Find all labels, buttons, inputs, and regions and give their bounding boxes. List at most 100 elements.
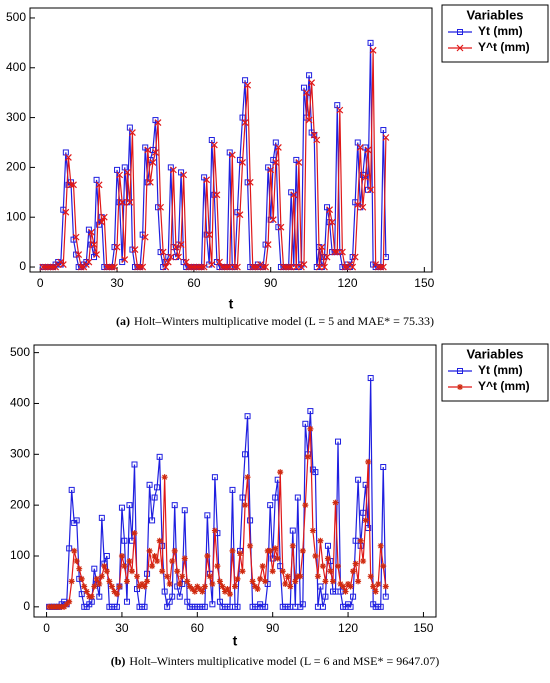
marker [171,502,178,509]
y-tick-label: 200 [6,160,26,174]
marker [149,517,156,524]
marker [457,29,463,35]
y-tick-label: 400 [6,60,26,74]
marker [282,580,289,587]
marker [340,583,347,590]
marker [380,464,387,471]
marker [169,593,176,600]
marker [323,253,331,261]
x-tick-label: 0 [43,621,50,635]
marker [367,375,374,382]
marker [139,263,147,271]
marker [91,583,98,590]
marker [213,191,221,199]
x-tick-label: 150 [414,276,434,290]
marker [242,451,249,458]
marker [341,263,349,271]
marker [49,263,57,271]
marker [372,588,379,595]
marker [457,368,463,374]
marker [216,258,223,266]
marker [161,588,168,595]
marker [111,263,118,271]
marker [337,580,344,587]
chart: 0 100 200 300 400 500 0 30 60 90 120 150 t (a) Holt–Wi… [6,4,549,328]
marker [128,568,135,575]
marker [105,263,113,271]
marker [190,263,198,271]
y-tick-label: 0 [23,599,30,613]
marker [67,181,75,189]
marker [175,253,182,261]
marker [307,425,314,432]
x-tick-label: 90 [266,621,280,635]
marker [93,251,100,258]
marker [98,218,106,226]
marker [280,263,287,271]
marker [162,263,170,271]
marker [131,530,138,537]
marker [269,568,276,575]
marker [367,39,374,46]
marker [293,156,300,163]
marker [172,243,180,251]
marker [41,263,49,271]
x-tick-label: 30 [110,276,124,290]
marker [47,263,54,271]
marker [379,263,387,271]
marker [134,263,141,271]
marker [242,502,249,509]
marker [345,580,352,587]
marker [91,254,98,261]
marker [152,149,159,156]
marker [142,144,149,151]
marker [259,263,267,271]
caption-label: (a) [116,314,130,328]
marker [299,547,306,554]
marker [62,208,70,216]
marker [151,552,158,559]
marker [327,568,334,575]
marker [367,186,374,194]
marker [95,181,103,189]
marker [161,474,168,481]
marker [71,547,78,554]
marker [126,502,133,509]
y-tick-label: 500 [6,10,26,24]
marker [156,537,163,544]
marker [141,583,148,590]
marker [211,527,218,534]
x-tick-label: 60 [187,276,201,290]
marker [126,198,134,206]
marker [335,563,342,570]
marker [181,555,188,562]
marker [315,263,323,271]
marker [359,203,367,211]
marker [350,593,357,600]
marker [338,248,346,256]
marker [201,603,208,610]
marker [118,552,125,559]
marker [178,169,185,176]
marker [247,542,254,549]
marker [100,213,108,221]
marker [274,144,282,151]
marker [77,263,85,271]
marker [272,545,279,552]
marker [182,258,190,266]
caption-text: Holt–Winters multiplicative model (L = 6… [129,654,439,668]
marker [347,583,354,590]
marker [314,573,321,580]
marker [96,580,103,587]
marker [70,181,77,189]
marker [201,583,208,590]
marker [277,223,285,231]
marker [66,545,73,552]
marker [249,263,257,271]
marker [159,248,167,256]
x-tick-label: 0 [37,276,44,290]
marker [239,494,246,501]
marker [374,263,382,271]
marker [282,263,290,271]
